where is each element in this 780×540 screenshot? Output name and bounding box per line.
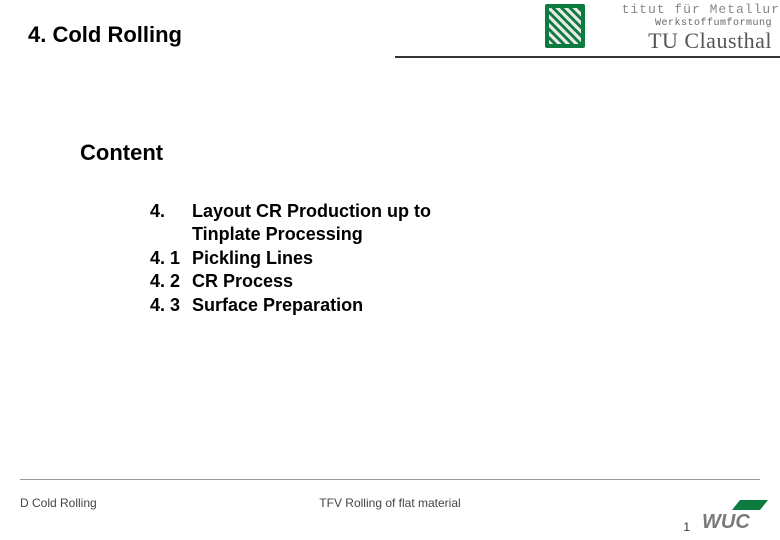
crest-pattern: [549, 8, 581, 44]
content-heading: Content: [80, 140, 163, 166]
item-number: 4. 1: [150, 247, 192, 270]
list-item: 4. 1 Pickling Lines: [150, 247, 492, 270]
header-divider: [395, 56, 780, 58]
university-crest-icon: [545, 4, 585, 48]
item-number: 4. 3: [150, 294, 192, 317]
page-number: 1: [683, 520, 690, 534]
list-item: 4. 2 CR Process: [150, 270, 492, 293]
footer-center-text: TFV Rolling of flat material: [319, 496, 460, 510]
footer-logo-icon: WUC: [700, 498, 770, 534]
header-logo-area: titut für Metallur Werkstoffumformung TU…: [520, 0, 780, 55]
list-item: 4. 3 Surface Preparation: [150, 294, 492, 317]
institute-name: titut für Metallur: [622, 2, 780, 17]
slide-title: 4. Cold Rolling: [28, 22, 182, 48]
slide-header: 4. Cold Rolling titut für Metallur Werks…: [0, 0, 780, 70]
content-list: 4. Layout CR Production up to Tinplate P…: [150, 200, 492, 317]
footer-divider: [20, 479, 760, 480]
item-text: Surface Preparation: [192, 294, 363, 317]
item-number: 4. 2: [150, 270, 192, 293]
footer-logo-text: WUC: [702, 511, 750, 533]
list-item: 4. Layout CR Production up to Tinplate P…: [150, 200, 492, 247]
item-number: 4.: [150, 200, 192, 247]
item-text: Layout CR Production up to Tinplate Proc…: [192, 200, 492, 247]
university-wordmark: TU Clausthal: [648, 28, 772, 54]
university-name: TU Clausthal: [648, 28, 772, 54]
item-text: Pickling Lines: [192, 247, 313, 270]
item-text: CR Process: [192, 270, 293, 293]
footer-left-text: D Cold Rolling: [20, 496, 97, 510]
